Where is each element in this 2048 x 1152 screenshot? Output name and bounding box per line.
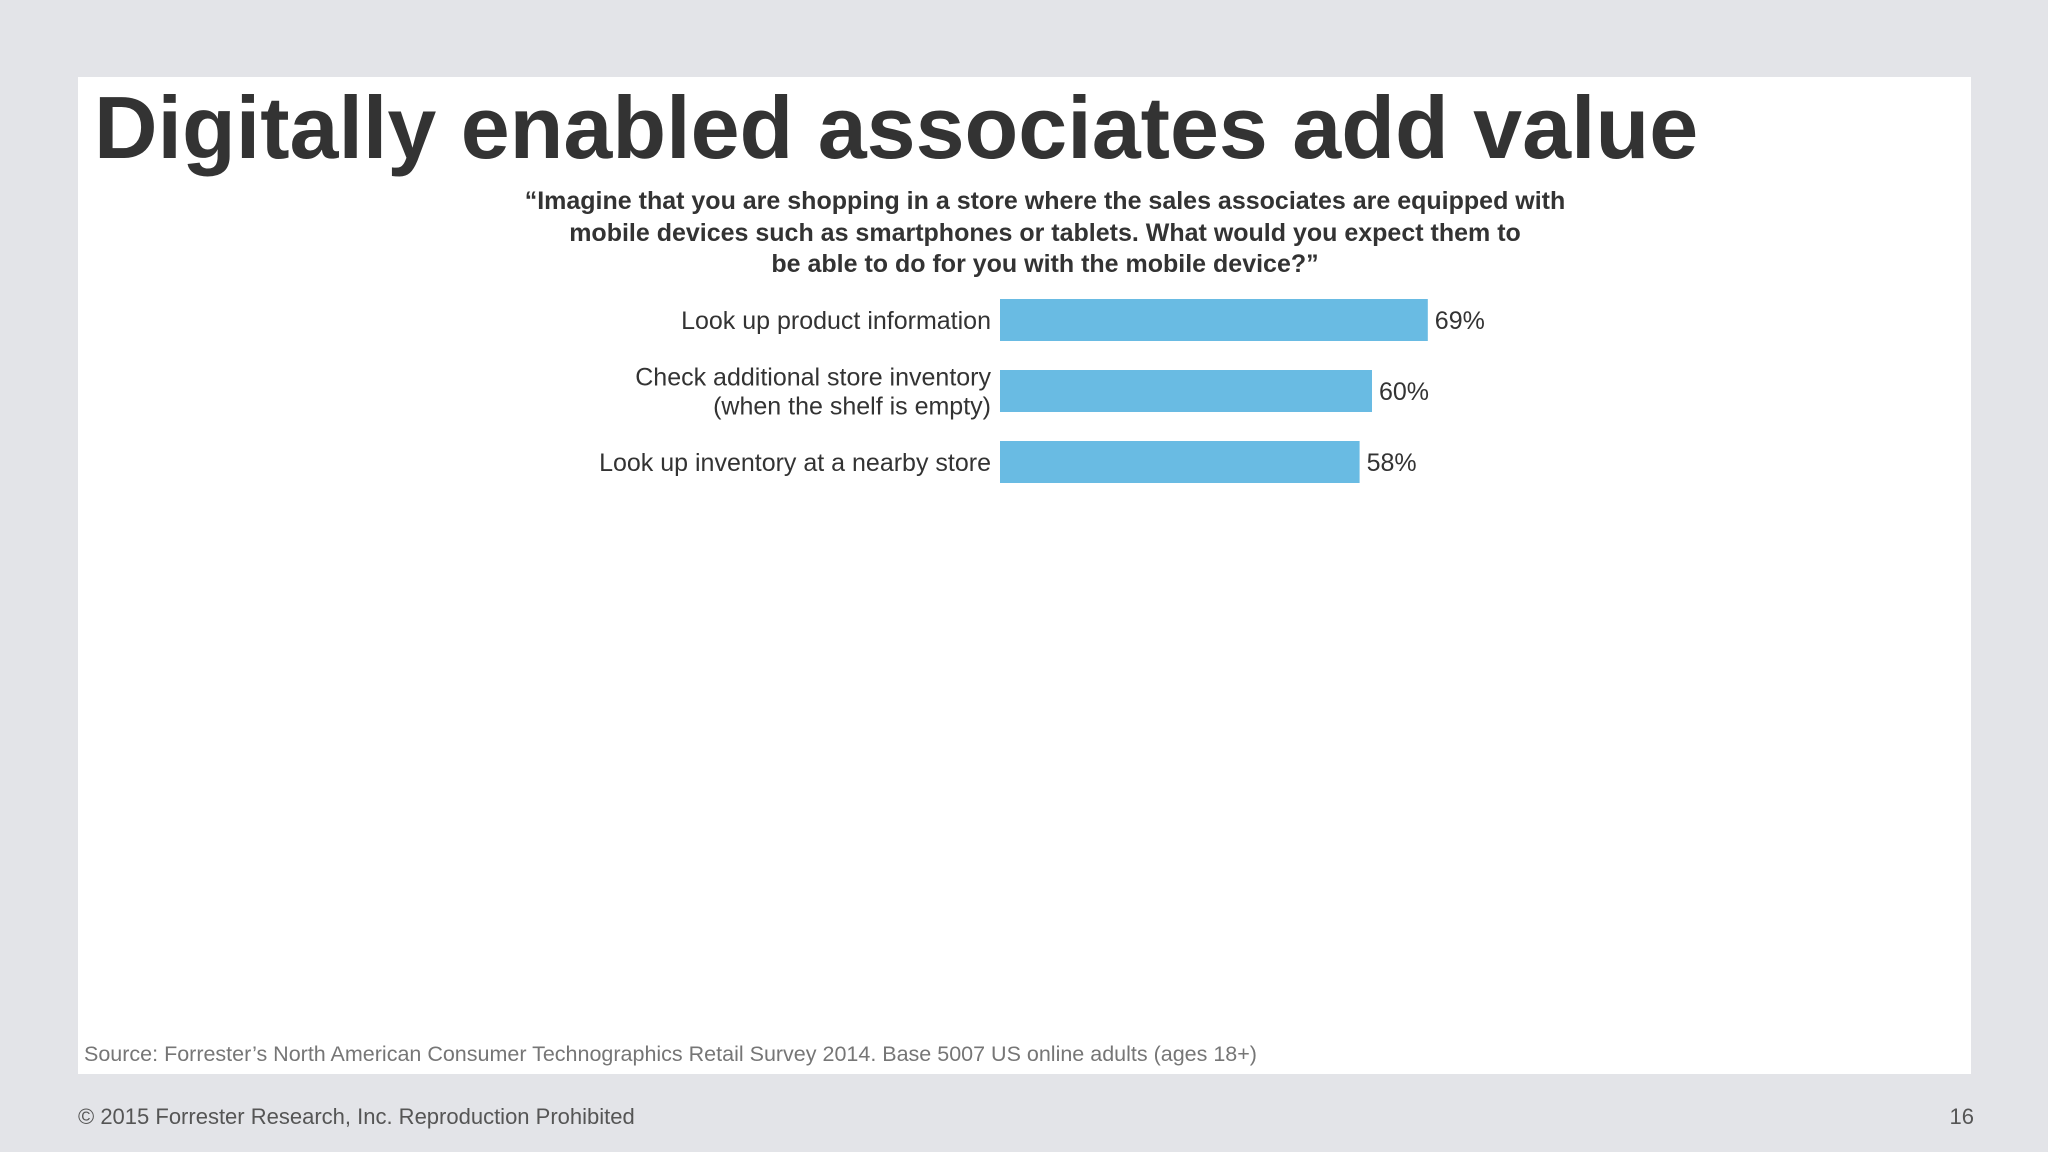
page-number: 16: [1949, 1104, 1974, 1129]
survey-question: “Imagine that you are shopping in a stor…: [400, 186, 1690, 281]
survey-question-line: mobile devices such as smartphones or ta…: [569, 218, 1521, 247]
survey-question-line: “Imagine that you are shopping in a stor…: [524, 187, 1566, 215]
survey-question-line: be able to do for you with the mobile de…: [771, 250, 1319, 278]
slide-title: Digitally enabled associates add value: [94, 78, 1699, 177]
slide-panel: [78, 77, 1971, 1074]
source-note: Source: Forrester’s North American Consu…: [84, 1042, 1257, 1066]
copyright-footer: © 2015 Forrester Research, Inc. Reproduc…: [78, 1104, 635, 1129]
